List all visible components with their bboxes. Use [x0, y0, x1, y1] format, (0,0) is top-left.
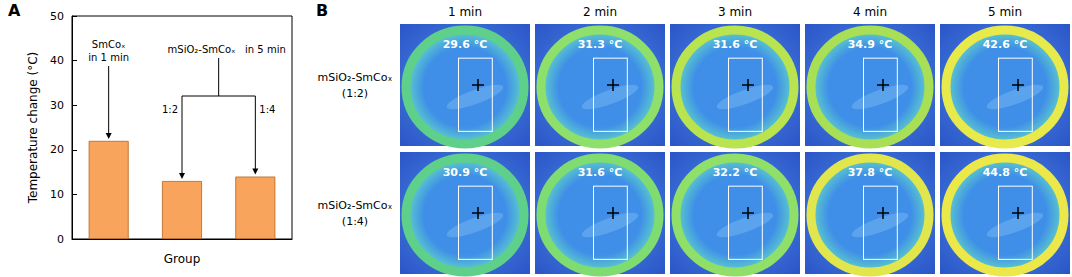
svg-text:32.2 °C: 32.2 °C — [713, 166, 758, 179]
svg-text:30: 30 — [50, 99, 64, 112]
svg-text:(1:4): (1:4) — [342, 215, 368, 228]
svg-text:3 min: 3 min — [718, 5, 752, 19]
svg-text:50: 50 — [50, 10, 64, 23]
svg-text:Temperature change (°C): Temperature change (°C) — [26, 52, 40, 205]
svg-text:B: B — [316, 1, 328, 20]
svg-text:37.8 °C: 37.8 °C — [848, 166, 893, 179]
svg-text:30.9 °C: 30.9 °C — [443, 166, 488, 179]
svg-text:31.6 °C: 31.6 °C — [578, 166, 623, 179]
svg-text:mSiO₂-SmCoₓ in 5 min: mSiO₂-SmCoₓ in 5 min — [168, 44, 286, 55]
svg-text:42.6 °C: 42.6 °C — [983, 38, 1028, 51]
svg-text:Group: Group — [164, 252, 201, 266]
svg-text:20: 20 — [50, 143, 64, 156]
svg-text:31.3 °C: 31.3 °C — [578, 38, 623, 51]
svg-text:0: 0 — [57, 233, 64, 246]
svg-text:34.9 °C: 34.9 °C — [848, 38, 893, 51]
svg-text:A: A — [8, 1, 21, 20]
svg-text:1:2: 1:2 — [162, 104, 178, 115]
svg-text:10: 10 — [50, 188, 64, 201]
svg-text:4 min: 4 min — [853, 5, 887, 19]
svg-text:1 min: 1 min — [448, 5, 482, 19]
svg-text:in 1 min: in 1 min — [88, 52, 129, 63]
svg-text:1:4: 1:4 — [259, 104, 275, 115]
svg-text:5 min: 5 min — [988, 5, 1022, 19]
svg-text:SmCoₓ: SmCoₓ — [92, 39, 126, 50]
svg-text:40: 40 — [50, 54, 64, 67]
svg-text:31.6 °C: 31.6 °C — [713, 38, 758, 51]
svg-text:29.6 °C: 29.6 °C — [443, 38, 488, 51]
svg-text:mSiO₂-SmCoₓ: mSiO₂-SmCoₓ — [318, 199, 393, 212]
svg-text:(1:2): (1:2) — [342, 87, 368, 100]
svg-text:2 min: 2 min — [583, 5, 617, 19]
svg-text:44.8 °C: 44.8 °C — [983, 166, 1028, 179]
svg-text:mSiO₂-SmCoₓ: mSiO₂-SmCoₓ — [318, 71, 393, 84]
